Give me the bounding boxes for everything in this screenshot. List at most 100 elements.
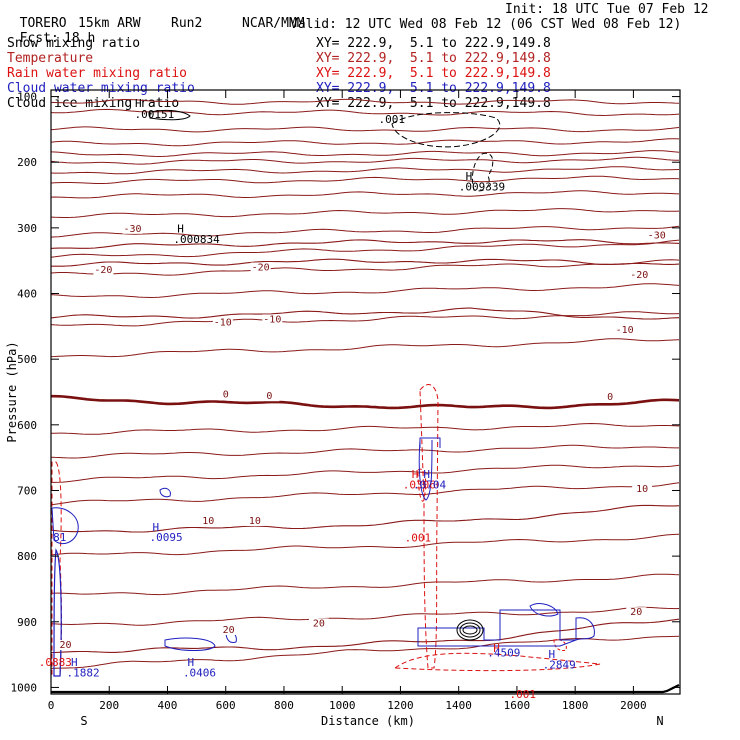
temperature-label: -20 [94,265,112,276]
x-tick-label: 600 [216,699,236,712]
theta-contour [50,259,680,276]
cloud-water-contour [417,609,595,647]
temperature-label: 20 [223,625,235,636]
extremum-label: H [153,521,160,534]
theta-contour [50,573,680,596]
legend-xy: XY= 222.9, 5.1 to 222.9,149.8 [316,96,551,111]
y-tick-label: 900 [17,616,37,629]
label-mask [122,223,143,234]
snow-contour [471,152,494,192]
theta-contour [50,635,680,669]
label-mask [212,317,233,328]
y-tick-label: 600 [17,419,37,432]
isotherm--30 [50,239,680,249]
temperature-label: -30 [648,230,666,241]
temperature-label: -10 [214,318,232,329]
cloud-water-contour [159,487,171,498]
north-endpoint: N [656,714,663,728]
theta-contour [50,239,680,258]
rain-contour [393,652,601,672]
forecast-label: Fcst: 18 h [4,18,96,46]
x-tick-label: 400 [158,699,178,712]
temperature-label: 10 [249,516,261,527]
extremum-label: H [177,222,184,235]
extremum-label: .009339 [459,180,505,193]
temperature-label: 10 [202,516,214,527]
label-mask [629,269,650,280]
legend-label: Rain water mixing ratio [7,66,188,81]
theta-contour [50,422,680,435]
temperature-label: -30 [124,224,142,235]
y-tick-label: 100 [17,91,37,104]
x-tick-label: 200 [99,699,119,712]
rain-contour [553,639,567,651]
theta-contour [50,533,680,556]
x-axis-title: Distance (km) [321,714,415,728]
label-mask [646,230,667,241]
label-mask [259,391,280,402]
temperature-label: 20 [313,618,325,629]
temperature-label: -20 [630,270,648,281]
extremum-label: H [493,642,500,655]
x-tick-label: 1400 [445,699,472,712]
theta-contour [50,138,680,147]
x-tick-label: 2000 [620,699,647,712]
isotherm-10 [50,504,680,533]
temperature-label: 0 [266,391,272,402]
x-tick-label: 1200 [387,699,414,712]
legend-xy: XY= 222.9, 5.1 to 222.9,149.8 [316,36,551,51]
temperature-label: 20 [630,607,642,618]
label-mask [55,640,76,651]
legend-xy: XY= 222.9, 5.1 to 222.9,149.8 [316,51,551,66]
extremum-label: .4509 [487,647,520,660]
label-mask [626,607,647,618]
theta-contour [50,156,680,165]
x-tick-label: 1800 [562,699,589,712]
label-mask [250,262,271,273]
terrain-surface-line [51,684,680,694]
theta-contour [50,98,680,105]
model-name: TORERO [19,16,67,31]
legend-xy: XY= 222.9, 5.1 to 222.9,149.8 [316,66,551,81]
theta-contour [50,338,680,358]
rain-contour [419,384,439,669]
extremum-label: .0883 [39,656,72,669]
label-mask [262,314,283,325]
plot-frame [50,89,681,695]
cloud-ice-contour [149,109,191,121]
cloud-water-core [456,619,484,641]
extremum-label: H [466,170,473,183]
label-mask [93,265,114,276]
extremum-label: .00151 [135,108,175,121]
temperature-label: 10 [636,484,648,495]
cloud-water-contour [53,548,62,677]
label-mask [632,483,653,494]
label-mask [198,515,219,526]
isotherm--20 [51,258,680,267]
extremum-label: .0406 [183,666,216,679]
y-tick-label: 700 [17,484,37,497]
label-mask [244,515,265,526]
cloud-water-contour [51,507,79,545]
extremum-label: H [412,468,419,481]
legend-xy: XY= 222.9, 5.1 to 222.9,149.8 [316,81,551,96]
label-mask [218,624,239,635]
label-mask [614,324,635,335]
theta-contour [50,150,680,158]
cloud-water-contour [529,603,559,617]
extremum-label: .001 [378,113,405,126]
extremum-label: H [549,648,556,661]
extremum-label: .0704 [413,479,446,492]
label-mask [308,618,329,629]
y-tick-label: 200 [17,156,37,169]
cloud-water-contour [164,637,216,651]
extremum-label: H [71,656,78,669]
extremum-label: .001 [405,532,432,545]
extremum-label: 81 [53,531,66,544]
rain-contour [417,468,427,502]
theta-contour [50,190,680,199]
temperature-label: -10 [263,314,281,325]
snow-contour [391,112,501,148]
fcst-value: 18 h [64,31,96,46]
